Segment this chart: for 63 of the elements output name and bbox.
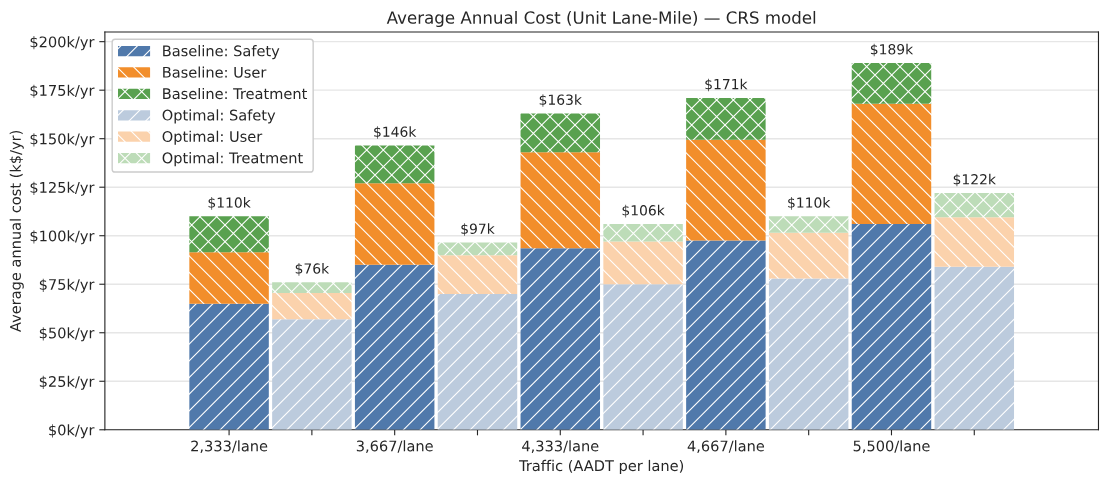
- bar: [189, 303, 269, 430]
- legend-label: Baseline: Treatment: [163, 87, 307, 100]
- total-label: $146k: [374, 126, 417, 139]
- total-label: $171k: [705, 78, 748, 92]
- total-label: $97k: [461, 223, 495, 236]
- total-label: $76k: [295, 263, 330, 276]
- y-tick-label: $0k/yr: [49, 424, 95, 439]
- bar: [272, 292, 352, 320]
- bar: [520, 152, 601, 249]
- bar: [272, 319, 352, 430]
- y-tick-label: $100k/yr: [30, 230, 95, 245]
- bar: [272, 282, 352, 293]
- bar: [934, 266, 1015, 430]
- total-label: $110k: [788, 197, 831, 210]
- x-tick-label: 4,667/lane: [687, 440, 765, 453]
- bar: [768, 216, 849, 233]
- bar: [686, 97, 766, 140]
- x-axis-title: Traffic (AADT per lane): [519, 459, 684, 474]
- total-label: $189k: [870, 43, 914, 57]
- bar: [354, 183, 435, 265]
- bar: [354, 264, 435, 430]
- bar: [603, 284, 683, 430]
- y-tick-label: $75k/yr: [39, 278, 95, 293]
- bar: [851, 63, 932, 104]
- chart-title: Average Annual Cost (Unit Lane-Mile) — CRS model: [386, 10, 816, 28]
- legend-label: Optimal: User: [162, 130, 263, 145]
- total-label: $106k: [622, 204, 665, 218]
- y-axis-title: Average annual cost (k$/yr): [9, 130, 24, 332]
- bar: [768, 278, 849, 430]
- bar: [437, 293, 518, 430]
- bar: [437, 255, 518, 294]
- bar: [934, 193, 1015, 218]
- bar: [934, 217, 1015, 267]
- bar: [354, 145, 435, 184]
- bar: [603, 241, 683, 285]
- bar: [768, 232, 849, 279]
- bar: [189, 216, 269, 253]
- total-label: $163k: [539, 94, 582, 107]
- bar: [520, 248, 601, 430]
- y-tick-label: $200k/yr: [30, 36, 95, 51]
- bar: [851, 103, 932, 225]
- x-tick-label: 2,333/lane: [191, 440, 268, 453]
- total-label: $110k: [208, 197, 251, 210]
- bar: [437, 242, 518, 256]
- x-tick-label: 5,500/lane: [853, 440, 930, 453]
- x-tick-label: 4,333/lane: [522, 440, 599, 453]
- legend-label: Baseline: User: [163, 66, 267, 78]
- x-tick-label: 3,667/lane: [356, 440, 433, 453]
- bar: [603, 224, 683, 242]
- bar: [686, 139, 766, 241]
- legend-label: Optimal: Safety: [162, 109, 276, 124]
- legend-label: Baseline: Safety: [163, 45, 280, 60]
- y-tick-label: $125k/yr: [30, 181, 95, 196]
- legend-label: Optimal: Treatment: [162, 152, 303, 167]
- y-tick-label: $150k/yr: [30, 133, 95, 148]
- y-tick-label: $25k/yr: [39, 375, 95, 390]
- bar: [851, 224, 932, 430]
- y-tick-label: $175k/yr: [30, 84, 95, 99]
- bar: [189, 252, 269, 304]
- y-tick-label: $50k/yr: [39, 327, 95, 342]
- bar: [686, 240, 766, 430]
- total-label: $122k: [953, 173, 996, 187]
- bar: [520, 113, 601, 153]
